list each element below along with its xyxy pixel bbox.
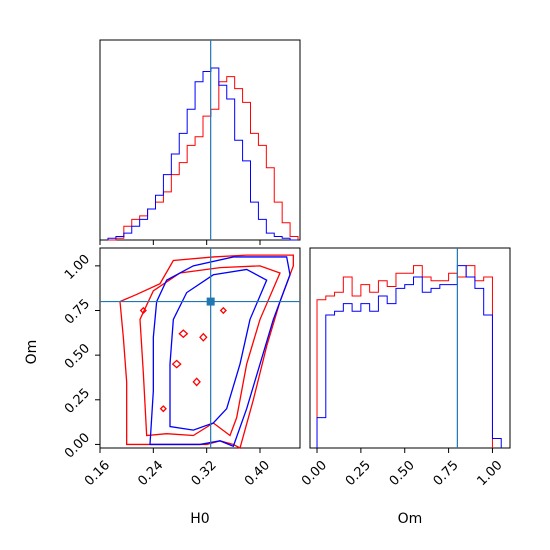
h0-tick-label-3: 0.40: [242, 458, 273, 489]
om-xtick-label-2: 0.50: [387, 458, 418, 489]
red-island-6: [219, 306, 227, 315]
om-hist-series-1: [316, 265, 502, 448]
ticks: 0.16 0.24 0.32 0.40 0.00 0.25 0.50 0.75 1.00 0.00…: [62, 240, 506, 489]
contour-panel: [100, 248, 300, 449]
om-histogram: [316, 248, 502, 448]
om-xtick-label-4: 1.00: [474, 458, 505, 489]
blue-contour-inner: [169, 268, 268, 431]
red-island-1: [171, 359, 182, 369]
red-island-0: [178, 329, 189, 339]
om-xtick-label-1: 0.25: [343, 458, 374, 489]
h0-hist-series-1: [107, 67, 298, 241]
red-island-3: [192, 377, 201, 387]
blue-contour-outer: [149, 256, 291, 448]
om-hist-frame: [309, 247, 511, 449]
h0-tick-label-1: 0.24: [135, 458, 166, 489]
om-xtick-label-0: 0.00: [299, 458, 330, 489]
y-axis-label-om: Om: [24, 340, 40, 365]
h0-hist-frame: [99, 39, 301, 241]
om-ytick-label-2: 0.50: [62, 341, 93, 372]
om-hist-series-0: [316, 265, 493, 448]
red-island-4: [159, 405, 167, 413]
x-axis-label-h0: H0: [190, 511, 209, 527]
h0-histogram: [107, 40, 299, 241]
om-ytick-label-4: 1.00: [62, 252, 93, 283]
truth-marker: [206, 297, 215, 306]
h0-hist-series-0: [108, 76, 299, 241]
red-contour-inner: [139, 265, 281, 437]
om-ytick-label-3: 0.75: [62, 296, 93, 327]
om-ytick-label-0: 0.00: [62, 430, 93, 461]
red-island-2: [199, 332, 208, 342]
red-island-5: [139, 306, 147, 315]
contour-frame: [99, 247, 301, 449]
om-xtick-label-3: 0.75: [431, 458, 462, 489]
x-axis-label-om: Om: [398, 511, 423, 527]
h0-tick-label-2: 0.32: [189, 458, 220, 489]
h0-tick-label-0: 0.16: [82, 458, 113, 489]
om-ytick-label-1: 0.25: [62, 386, 93, 417]
